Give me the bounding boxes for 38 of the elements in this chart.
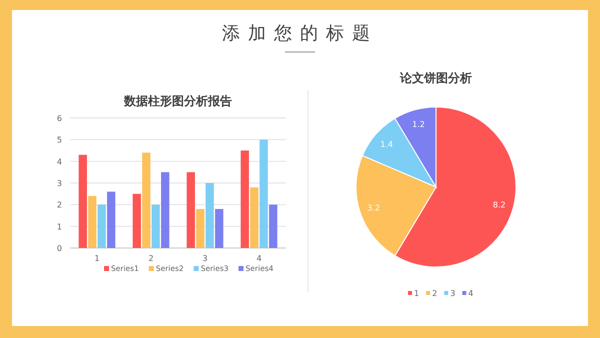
bar [107,192,116,248]
text: 添加您的标题 [222,23,378,44]
x-tick-label: 4 [256,254,262,263]
bar [240,150,249,248]
y-tick-label: 6 [56,114,62,123]
x-tick-label: 1 [94,254,100,263]
bar [98,204,106,248]
bar [152,204,160,248]
bar [186,172,195,248]
legend-label: 1 [414,289,420,298]
chart-title: 论文饼图分析 [399,71,472,85]
bar [206,183,214,248]
x-tick-label: 2 [148,254,154,263]
bar [88,196,96,248]
y-tick-label: 3 [56,179,62,188]
data-label: 1.2 [412,120,425,129]
y-tick-label: 2 [56,200,62,210]
data-label: 1.4 [380,140,393,149]
y-tick-label: 1 [56,222,62,232]
chart-title: 数据柱形图分析报告 [123,94,232,108]
data-label: 3.2 [367,203,380,212]
legend-label: 2 [432,289,438,298]
bar [269,204,278,248]
y-tick-label: 0 [56,244,62,253]
bar [142,152,150,248]
bar [196,209,204,248]
legend-label: 3 [450,289,456,298]
data-label: 8.2 [492,200,506,210]
legend-label: 4 [468,289,474,298]
y-tick-label: 5 [56,136,62,145]
bar [250,187,258,248]
bar [161,172,170,248]
x-tick-label: 3 [202,254,208,263]
bar [215,209,224,248]
bar [78,154,87,248]
y-tick-label: 4 [56,157,62,166]
bar [260,140,268,248]
bar [132,194,141,248]
